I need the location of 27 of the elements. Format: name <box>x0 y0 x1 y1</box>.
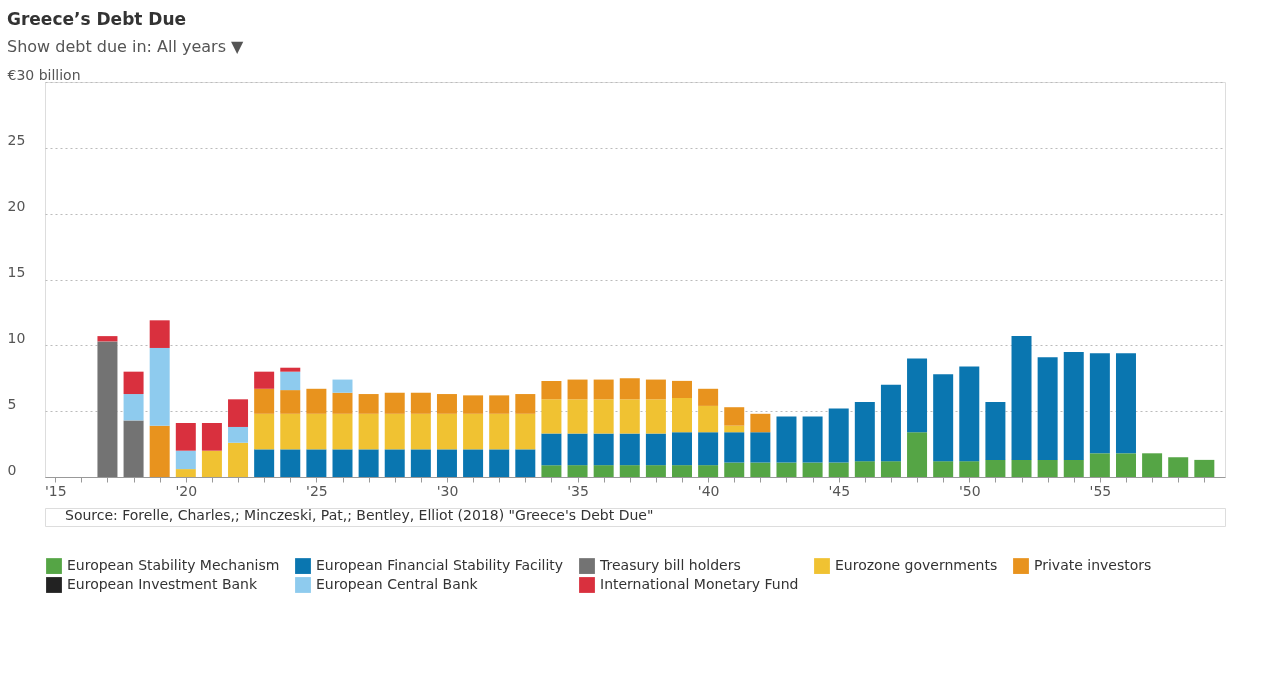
y-tick-label: 5 <box>7 395 17 412</box>
x-tick-label: '30 <box>436 482 459 499</box>
legend-label: International Monetary Fund <box>600 576 799 592</box>
y-tick-label: 10 <box>7 329 26 346</box>
x-tick-label: '35 <box>567 482 589 499</box>
x-tick-label: '50 <box>958 482 981 499</box>
x-tick-label: '45 <box>828 482 851 499</box>
y-tick-label: 20 <box>7 198 26 215</box>
legend-label: European Stability Mechanism <box>67 557 280 574</box>
legend-label: Eurozone governments <box>835 557 998 574</box>
legend-label: Treasury bill holders <box>599 557 741 574</box>
x-tick-label: '55 <box>1089 482 1112 499</box>
y-tick-label: 25 <box>7 132 26 149</box>
legend-label: European Financial Stability Facility <box>316 557 564 574</box>
y-tick-label: 0 <box>7 461 17 478</box>
y-tick-label: €30 billion <box>7 66 81 83</box>
x-tick-label: '20 <box>175 482 198 499</box>
y-tick-label: 15 <box>7 264 26 280</box>
legend-label: European Central Bank <box>316 576 479 592</box>
legend-label: Private investors <box>1034 557 1152 574</box>
x-tick-label: '40 <box>697 482 720 499</box>
legend-label: European Investment Bank <box>67 576 258 592</box>
x-tick-label: '15 <box>44 482 67 499</box>
x-tick-label: '25 <box>306 482 328 499</box>
source-note: Source: Forelle, Charles,; Minczeski, Pat,; Bentley, Elliot (2018) "Greece's Debt Due" <box>65 507 654 523</box>
chart-subtitle: Show debt due in: All years ▼ <box>7 37 245 56</box>
chart-title: Greece’s Debt Due <box>7 9 187 29</box>
